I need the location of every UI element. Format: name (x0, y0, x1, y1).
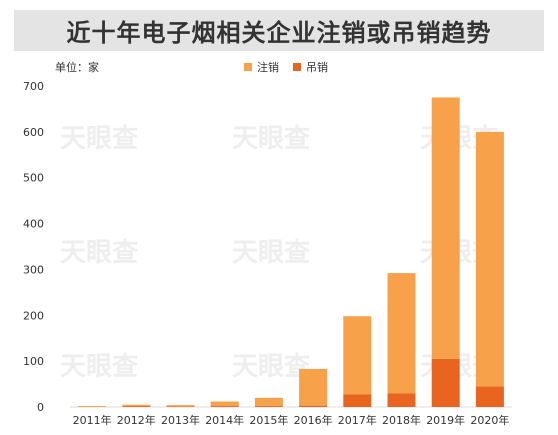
x-tick-label: 2014年 (205, 413, 244, 427)
bar-cancelled (431, 97, 460, 359)
x-tick-label: 2020年 (470, 413, 509, 427)
y-tick-label: 500 (23, 172, 44, 185)
bar-revoked (122, 406, 151, 407)
bar-revoked (299, 405, 328, 407)
y-tick-label: 100 (23, 355, 44, 368)
bar-cancelled (166, 405, 195, 407)
bar-cancelled (122, 404, 151, 407)
legend-label-cancelled: 注销 (257, 61, 279, 74)
x-tick-label: 2016年 (294, 413, 333, 427)
legend-item-cancelled: 注销 (244, 59, 279, 75)
x-tick-label: 2018年 (382, 413, 421, 427)
bar-revoked (210, 406, 239, 407)
y-tick-label: 400 (23, 218, 44, 231)
legend-item-revoked: 吊销 (293, 59, 328, 75)
x-tick-label: 2015年 (249, 413, 288, 427)
bar-revoked (431, 358, 460, 407)
legend-label-revoked: 吊销 (306, 61, 328, 74)
bar-cancelled (254, 397, 283, 407)
unit-label: 单位：家 (55, 61, 99, 74)
x-tick-label: 2011年 (73, 413, 112, 427)
y-tick-label: 700 (23, 80, 44, 93)
legend-swatch-revoked (293, 63, 301, 71)
chart-title-bar: 近十年电子烟相关企业注销或吊销趋势 (14, 10, 544, 51)
y-tick-label: 600 (23, 126, 44, 139)
bar-revoked (254, 406, 283, 407)
legend-swatch-cancelled (244, 63, 252, 71)
x-tick-label: 2012年 (117, 413, 156, 427)
bar-cancelled (475, 131, 504, 387)
bar-cancelled (343, 316, 372, 395)
x-tick-label: 2017年 (338, 413, 377, 427)
x-tick-label: 2019年 (426, 413, 465, 427)
y-tick-label: 200 (23, 309, 44, 322)
bar-cancelled (78, 406, 107, 407)
bar-revoked (475, 386, 504, 407)
y-tick-label: 300 (23, 263, 44, 276)
bar-cancelled (299, 368, 328, 406)
bar-cancelled (387, 273, 416, 394)
legend: 注销 吊销 (244, 59, 328, 75)
y-tick-label: 0 (37, 401, 44, 414)
chart-title: 近十年电子烟相关企业注销或吊销趋势 (66, 19, 492, 47)
bar-revoked (343, 394, 372, 407)
bar-revoked (387, 393, 416, 407)
bar-cancelled (210, 401, 239, 407)
x-tick-label: 2013年 (161, 413, 200, 427)
